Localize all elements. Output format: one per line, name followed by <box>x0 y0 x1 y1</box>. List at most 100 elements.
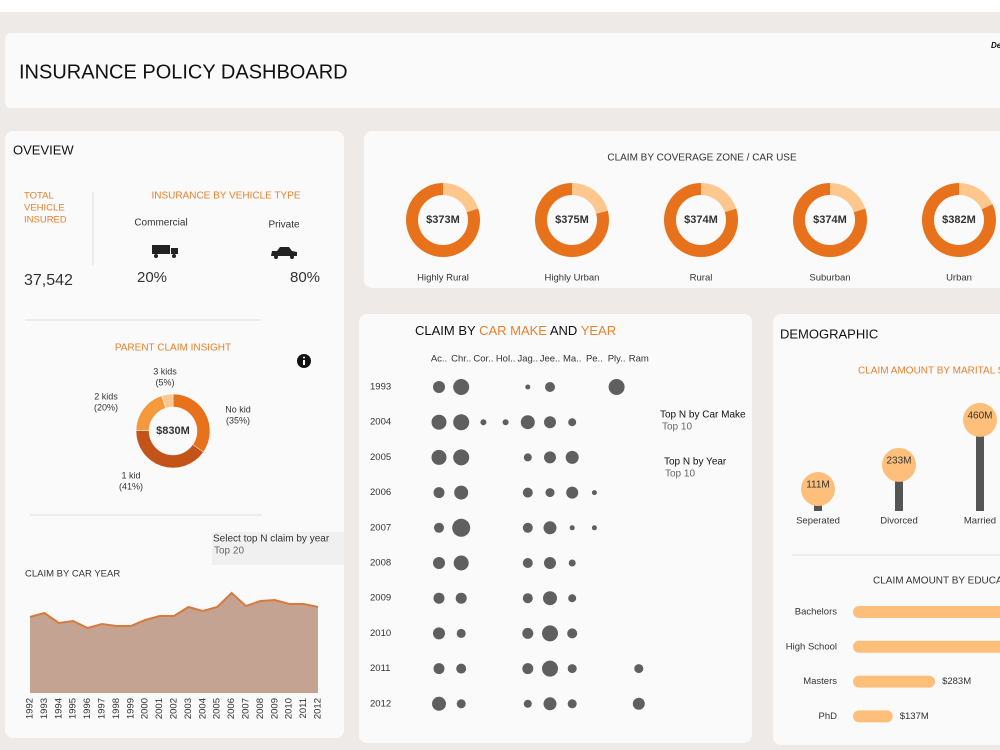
info-icon[interactable] <box>297 354 311 368</box>
segment-value: (35%) <box>226 415 250 425</box>
parent-total: $830M <box>156 425 190 437</box>
x-tick-label: 2010 <box>284 698 295 719</box>
bubble <box>632 697 645 710</box>
total-label: VEHICLE <box>24 203 65 214</box>
bubble <box>525 384 531 390</box>
value-label: 111M <box>806 480 830 491</box>
segment-value: (5%) <box>155 377 174 387</box>
bubble <box>567 699 577 709</box>
year-label: 2005 <box>370 452 391 463</box>
make-label: Ram <box>629 354 649 365</box>
donut-total: $373M <box>426 214 460 226</box>
x-tick-label: 2002 <box>169 698 180 719</box>
donut-segment <box>161 393 174 409</box>
x-tick-label: 1995 <box>68 698 79 719</box>
title-part: CAR MAKE <box>479 323 547 338</box>
bubble <box>542 660 558 677</box>
segment-label: No kid <box>225 404 251 414</box>
bubble <box>522 627 534 639</box>
filter-box[interactable] <box>212 532 344 565</box>
year-label: 2006 <box>370 487 391 498</box>
year-label: 2009 <box>370 593 391 604</box>
bubble <box>634 664 644 674</box>
x-tick-label: 2003 <box>183 698 194 719</box>
bubble <box>456 699 466 709</box>
year-label: 2012 <box>370 698 391 709</box>
bubble <box>502 419 509 426</box>
bubble <box>566 486 579 499</box>
segment-value: (20%) <box>94 402 118 412</box>
category-label: Masters <box>803 676 837 687</box>
lollipop-head <box>882 447 916 482</box>
bubble <box>523 699 532 708</box>
title-part: YEAR <box>581 323 616 338</box>
category-label: PhD <box>819 711 838 722</box>
overview-panel <box>5 131 344 738</box>
car-make-title: CLAIM BY CAR MAKE AND YEAR <box>415 323 616 338</box>
total-label: TOTAL <box>24 191 54 202</box>
x-tick-label: 2009 <box>269 698 280 719</box>
bubble <box>569 525 575 531</box>
demographic-panel <box>773 314 1000 745</box>
year-label: 2008 <box>370 558 391 569</box>
bubble <box>452 518 471 537</box>
car-icon <box>271 247 297 259</box>
vehicle-name: Private <box>268 220 300 231</box>
bubble <box>542 625 558 642</box>
segment-label: 1 kid <box>121 470 140 480</box>
bubble <box>565 450 579 464</box>
bubble <box>453 555 469 571</box>
bubble <box>543 697 557 711</box>
make-label: Ma.. <box>563 354 581 365</box>
total-value: 37,542 <box>24 272 73 289</box>
year-label: 2011 <box>370 663 390 674</box>
bar <box>853 710 893 723</box>
vehicle-title: INSURANCE BY VEHICLE TYPE <box>151 191 300 202</box>
bubble <box>543 591 557 606</box>
education-title: CLAIM AMOUNT BY EDUCATION <box>873 576 1000 587</box>
top-bar <box>0 0 1000 12</box>
bubble <box>567 664 577 674</box>
x-tick-label: 2001 <box>154 698 165 719</box>
marital-title: CLAIM AMOUNT BY MARITAL STATUS <box>858 366 1000 377</box>
note-value: Top 10 <box>662 422 692 433</box>
make-label: Chr.. <box>451 354 471 365</box>
bubble <box>568 594 577 603</box>
bubble <box>453 449 470 466</box>
bar <box>853 675 936 688</box>
bubble <box>456 663 467 674</box>
segment-label: 2 kids <box>94 391 118 401</box>
bubble <box>567 628 578 639</box>
bubble <box>453 379 470 395</box>
x-tick-label: 2011 <box>298 698 309 718</box>
lollipop-stem <box>895 464 903 511</box>
year-label: 1993 <box>370 382 391 393</box>
x-tick-label: 1998 <box>111 698 122 719</box>
bubble <box>522 558 533 568</box>
category-label: Married <box>964 516 996 527</box>
donut-total: $374M <box>684 214 718 226</box>
bubble <box>434 522 444 533</box>
year-label: 2007 <box>370 522 391 533</box>
bubble <box>591 525 597 531</box>
lollipop-head <box>801 472 835 507</box>
donut-segment <box>664 183 738 257</box>
bubble <box>522 487 533 498</box>
make-label: Ply.. <box>608 354 626 365</box>
category-label: Divorced <box>880 516 918 527</box>
demographic-title: DEMOGRAPHIC <box>780 326 878 341</box>
bubble <box>432 696 446 711</box>
header-title: INSURANCE POLICY DASHBOARD <box>19 61 348 83</box>
area-line <box>29 591 319 630</box>
make-label: Cor.. <box>473 354 493 365</box>
lollipop-head <box>963 402 997 437</box>
donut-segment <box>572 182 608 214</box>
zone-label: Urban <box>946 273 972 284</box>
bubble <box>544 451 556 464</box>
year-label: 2004 <box>370 417 391 428</box>
coverage-title: CLAIM BY COVERAGE ZONE / CAR USE <box>607 153 797 164</box>
bubble <box>544 557 556 569</box>
header-corner: De <box>991 41 1000 50</box>
